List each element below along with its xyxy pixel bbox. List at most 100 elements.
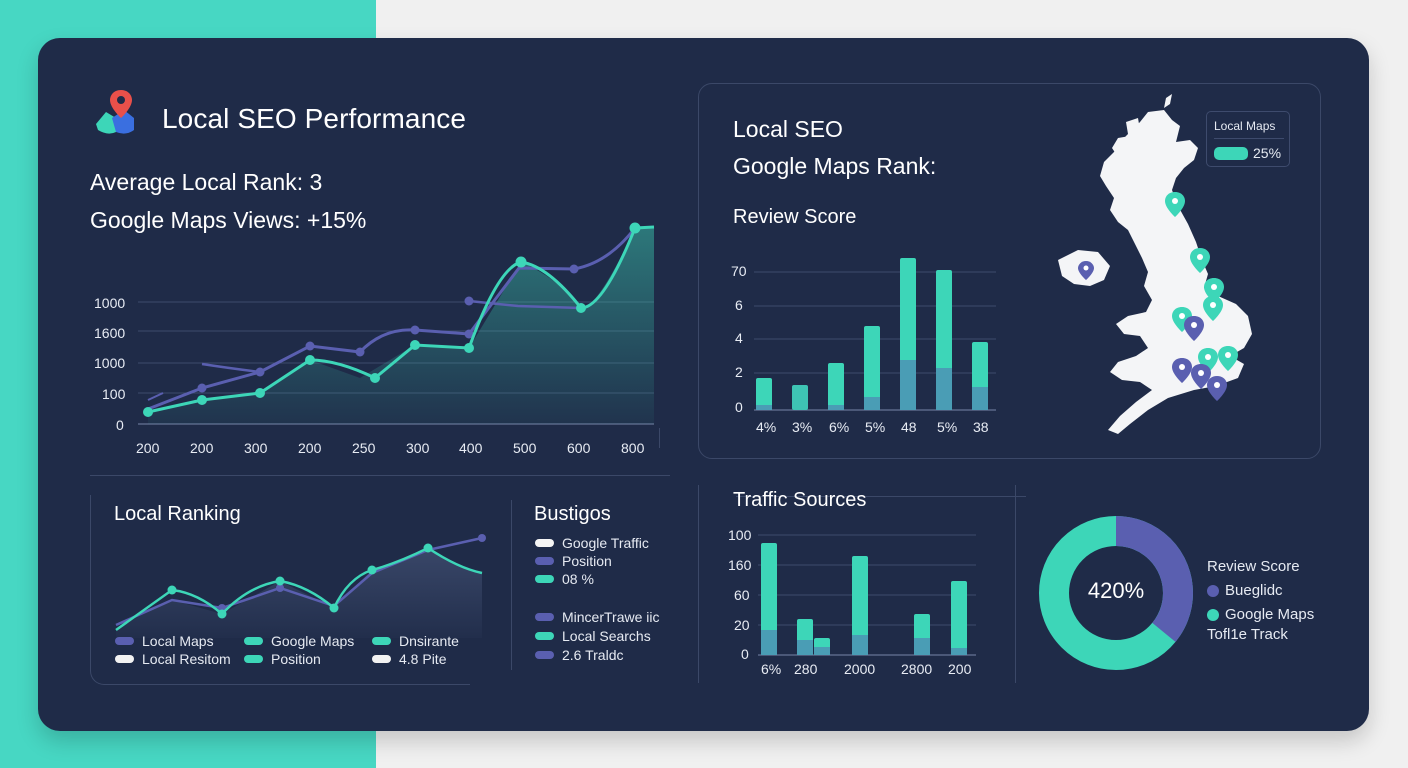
y-tick: 70	[731, 263, 747, 279]
x-tick: 500	[513, 440, 537, 456]
map-legend-value: 25%	[1253, 145, 1282, 161]
x-tick: 3%	[792, 419, 813, 435]
y-tick: 1000	[94, 355, 126, 371]
review-score-title: Review Score	[733, 206, 857, 228]
x-tick: 300	[406, 440, 430, 456]
stat-google-maps-views: Google Maps Views: +15%	[90, 207, 367, 233]
map-panel-title-line1: Local SEO	[733, 116, 843, 142]
x-tick: 4%	[756, 419, 777, 435]
list-item: 08 %	[535, 571, 594, 587]
x-tick: 200	[190, 440, 214, 456]
legend-swatch	[535, 557, 554, 565]
divider	[511, 500, 512, 670]
y-tick: 0	[735, 399, 743, 415]
legend-label: 4.8 Pite	[399, 651, 447, 667]
x-tick: 200	[298, 440, 322, 456]
list-item: Position	[535, 553, 612, 569]
y-tick: 0	[116, 417, 124, 433]
legend-label: Bueglidc	[1225, 582, 1283, 599]
legend-swatch	[535, 575, 554, 583]
y-tick: 6	[735, 297, 743, 313]
y-tick: 60	[734, 587, 750, 603]
map-pins	[1078, 192, 1238, 401]
logo-map-pin-icon	[96, 90, 134, 134]
list-item-label: MincerTrawe iic	[562, 609, 660, 625]
traffic-sources-bars	[758, 534, 976, 656]
traffic-sources-title: Traffic Sources	[733, 489, 867, 511]
divider	[90, 475, 670, 476]
x-tick: 600	[567, 440, 591, 456]
donut-legend-title: Review Score	[1207, 558, 1300, 575]
map-legend-title: Local Maps	[1214, 119, 1276, 133]
legend-label: Google Maps	[271, 633, 355, 649]
main-line-chart-plot	[138, 222, 655, 425]
donut-center-label: 420%	[1087, 578, 1145, 603]
x-tick: 2800	[901, 661, 933, 677]
x-tick: 300	[244, 440, 268, 456]
dashboard-card: Local SEO Performance Average Local Rank…	[38, 38, 1369, 731]
uk-map	[1058, 94, 1252, 434]
divider	[1015, 485, 1016, 683]
legend-swatch	[372, 637, 391, 645]
map-panel	[698, 83, 1321, 459]
legend-label: Dnsirante	[399, 633, 459, 649]
legend-swatch	[244, 637, 263, 645]
map-panel-title-line2: Google Maps Rank:	[733, 153, 937, 179]
list-item: 2.6 Traldc	[535, 647, 623, 663]
y-tick: 2	[735, 364, 743, 380]
x-tick: 400	[459, 440, 483, 456]
legend-item: Google Maps	[1207, 606, 1314, 623]
list-item-label: Google Traffic	[562, 535, 649, 551]
y-tick: 4	[735, 330, 743, 346]
list-item: MincerTrawe iic	[535, 609, 660, 625]
legend-item: Bueglidc	[1207, 582, 1283, 599]
divider	[736, 496, 1026, 497]
y-tick: 1000	[94, 295, 126, 311]
legend-item: 4.8 Pite	[372, 651, 446, 667]
x-tick: 5%	[937, 419, 958, 435]
list-item: Local Searchs	[535, 628, 651, 644]
legend-label: Google Maps	[1225, 606, 1315, 623]
donut-footer: Tofl1e Track	[1207, 626, 1288, 643]
y-tick: 100	[102, 386, 126, 402]
legend-swatch	[244, 655, 263, 663]
y-tick: 1600	[94, 325, 126, 341]
x-tick: 800	[621, 440, 645, 456]
legend-swatch	[535, 632, 554, 640]
bustigos-title: Bustigos	[534, 503, 611, 525]
list-item-label: 2.6 Traldc	[562, 647, 624, 663]
local-ranking-panel	[90, 495, 470, 685]
map-legend-swatch	[1214, 147, 1248, 160]
stat-average-local-rank: Average Local Rank: 3	[90, 169, 323, 195]
y-tick: 100	[728, 527, 752, 543]
list-item-label: 08 %	[562, 571, 594, 587]
legend-item: Dnsirante	[372, 633, 459, 649]
legend-item: Google Maps	[244, 633, 354, 649]
legend-label: Position	[271, 651, 321, 667]
divider	[659, 428, 660, 448]
divider	[698, 485, 699, 683]
x-tick: 6%	[761, 661, 782, 677]
y-tick: 160	[728, 557, 752, 573]
y-tick: 20	[734, 617, 750, 633]
legend-swatch	[535, 651, 554, 659]
legend-label: Local Maps	[142, 633, 214, 649]
legend-swatch	[535, 539, 554, 547]
map-legend: Local Maps 25%	[1206, 111, 1290, 167]
legend-label: Local Resitom	[142, 651, 231, 667]
review-score-bars	[754, 258, 996, 411]
legend-dot	[1207, 584, 1219, 597]
legend-dot	[1207, 608, 1219, 621]
x-tick: 2000	[844, 661, 876, 677]
legend-item: Local Maps	[115, 633, 214, 649]
local-ranking-chart	[115, 534, 486, 638]
legend-item: Position	[244, 651, 321, 667]
x-tick: 200	[136, 440, 160, 456]
review-score-donut	[1039, 516, 1193, 670]
x-tick: 38	[973, 419, 989, 435]
legend-swatch	[535, 613, 554, 621]
legend-item: Local Resitom	[115, 651, 231, 667]
x-tick: 250	[352, 440, 376, 456]
x-tick: 6%	[829, 419, 850, 435]
local-ranking-title: Local Ranking	[114, 503, 241, 525]
